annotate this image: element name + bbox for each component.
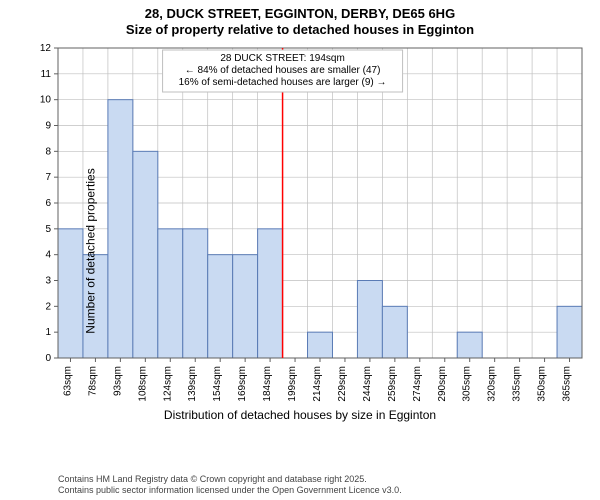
x-tick-label: 154sqm: [212, 366, 223, 402]
x-tick-label: 335sqm: [512, 366, 523, 402]
histogram-bar: [557, 306, 582, 358]
histogram-bar: [183, 229, 208, 358]
footer-line2: Contains public sector information licen…: [58, 485, 402, 496]
x-tick-label: 350sqm: [537, 366, 548, 402]
x-tick-label: 199sqm: [287, 366, 298, 402]
x-tick-label: 259sqm: [387, 366, 398, 402]
histogram-bar: [457, 332, 482, 358]
svg-text:2: 2: [45, 301, 51, 312]
histogram-bar: [308, 332, 333, 358]
x-tick-label: 214sqm: [312, 366, 323, 402]
svg-text:3: 3: [45, 276, 51, 287]
chart-container: Number of detached properties 0123456789…: [0, 42, 600, 460]
svg-text:6: 6: [45, 198, 51, 209]
reference-label-line: 28 DUCK STREET: 194sqm: [220, 53, 345, 64]
histogram-bar: [158, 229, 183, 358]
svg-text:7: 7: [45, 172, 51, 183]
svg-text:12: 12: [40, 43, 52, 54]
svg-text:5: 5: [45, 224, 51, 235]
x-tick-label: 124sqm: [162, 366, 173, 402]
x-tick-label: 229sqm: [337, 366, 348, 402]
histogram-bar: [382, 306, 407, 358]
chart-title-line1: 28, DUCK STREET, EGGINTON, DERBY, DE65 6…: [0, 6, 600, 22]
x-tick-label: 93sqm: [112, 366, 123, 396]
x-tick-label: 169sqm: [237, 366, 248, 402]
svg-text:1: 1: [45, 327, 51, 338]
histogram-bar: [133, 151, 158, 358]
chart-title-block: 28, DUCK STREET, EGGINTON, DERBY, DE65 6…: [0, 0, 600, 39]
x-tick-label: 244sqm: [362, 366, 373, 402]
x-tick-label: 305sqm: [462, 366, 473, 402]
reference-label-line: ← 84% of detached houses are smaller (47…: [185, 65, 381, 76]
x-tick-label: 365sqm: [562, 366, 573, 402]
histogram-bar: [258, 229, 283, 358]
svg-text:4: 4: [45, 250, 51, 261]
histogram-bar: [108, 100, 133, 358]
y-axis-label: Number of detached properties: [84, 168, 98, 333]
x-axis-label: Distribution of detached houses by size …: [0, 408, 600, 422]
histogram-bar: [233, 255, 258, 358]
svg-text:8: 8: [45, 146, 51, 157]
x-tick-label: 78sqm: [87, 366, 98, 396]
x-tick-label: 184sqm: [262, 366, 273, 402]
footer-line1: Contains HM Land Registry data © Crown c…: [58, 474, 402, 485]
svg-text:9: 9: [45, 121, 51, 132]
x-tick-label: 274sqm: [412, 366, 423, 402]
x-tick-label: 108sqm: [137, 366, 148, 402]
reference-label-line: 16% of semi-detached houses are larger (…: [179, 77, 387, 88]
x-tick-label: 139sqm: [187, 366, 198, 402]
x-tick-label: 290sqm: [437, 366, 448, 402]
histogram-bar: [208, 255, 233, 358]
histogram-bar: [58, 229, 83, 358]
footer-attribution: Contains HM Land Registry data © Crown c…: [58, 474, 402, 497]
svg-text:11: 11: [41, 69, 52, 80]
svg-text:0: 0: [45, 353, 51, 364]
x-tick-label: 63sqm: [62, 366, 73, 396]
svg-text:10: 10: [40, 95, 52, 106]
histogram-bar: [357, 281, 382, 359]
chart-title-line2: Size of property relative to detached ho…: [0, 22, 600, 38]
x-tick-label: 320sqm: [487, 366, 498, 402]
